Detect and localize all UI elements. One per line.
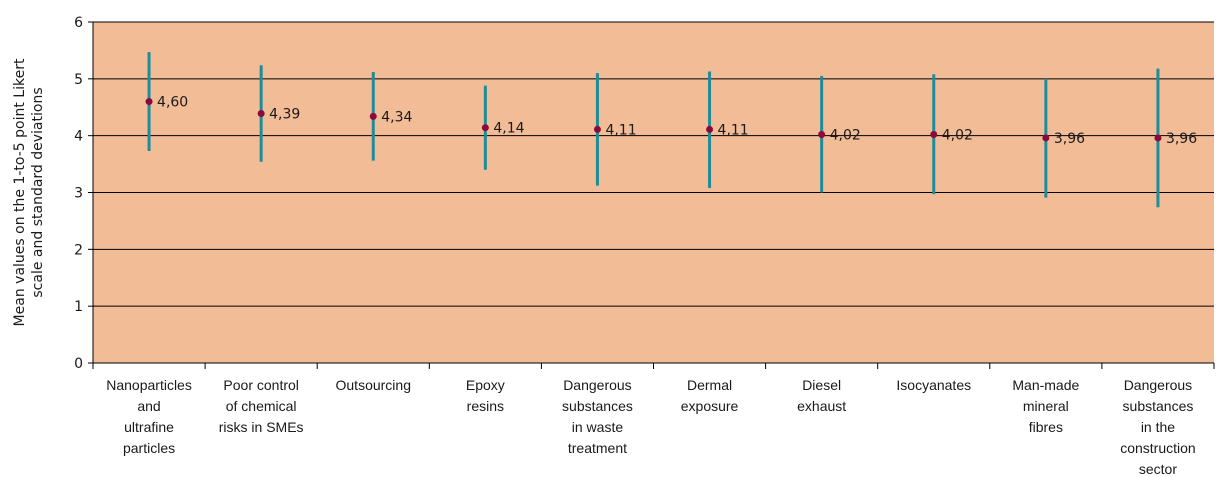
- data-label: 4,02: [942, 128, 973, 144]
- x-category-label-line: Outsourcing: [336, 377, 411, 393]
- x-category-label-line: Isocyanates: [896, 377, 971, 393]
- y-tick-label: 4: [74, 129, 83, 145]
- x-category-label-line: sector: [1139, 461, 1177, 477]
- data-point: [145, 98, 153, 106]
- x-category-label: Epoxy resins: [466, 377, 505, 414]
- x-category-label-line: in the: [1141, 419, 1175, 435]
- y-tick-label: 1: [74, 299, 83, 315]
- x-category-label-line: particles: [123, 440, 175, 456]
- x-category-label-line: resins: [467, 398, 504, 414]
- data-point: [481, 124, 489, 132]
- x-category-label: Dangerous substances in the construction sec…: [1120, 377, 1195, 477]
- data-point: [369, 112, 377, 120]
- x-category-label-line: ultrafine: [124, 419, 174, 435]
- x-category-label: Outsourcing: [336, 377, 411, 393]
- x-category-label-line: Man-made: [1012, 377, 1079, 393]
- y-axis-title-line: scale and standard deviations: [30, 87, 46, 297]
- x-category-label-line: Dangerous: [563, 377, 632, 393]
- x-category-label-line: exhaust: [797, 398, 846, 414]
- x-category-label-line: exposure: [681, 398, 739, 414]
- data-point: [1042, 134, 1050, 142]
- data-label: 4,34: [381, 109, 412, 125]
- x-category-label: Isocyanates: [896, 377, 971, 393]
- data-label: 4,11: [605, 122, 636, 138]
- y-tick-label: 3: [74, 186, 83, 202]
- x-category-label: Poor control of chemical risks in SMEs: [219, 377, 304, 435]
- x-category-label-line: construction: [1120, 440, 1195, 456]
- x-category-label-line: Nanoparticles: [106, 377, 192, 393]
- x-category-label-line: Poor control: [223, 377, 298, 393]
- x-category-label-line: mineral: [1023, 398, 1069, 414]
- x-category-label-line: Diesel: [802, 377, 841, 393]
- data-point: [818, 131, 826, 139]
- x-category-label-line: Dermal: [687, 377, 732, 393]
- x-category-label-line: treatment: [568, 440, 627, 456]
- x-category-label-line: and: [137, 398, 160, 414]
- data-label: 4,02: [830, 128, 861, 144]
- data-label: 4,39: [269, 107, 300, 123]
- data-point: [706, 125, 714, 133]
- y-tick-label: 5: [74, 72, 83, 88]
- x-category-label: Dermal exposure: [681, 377, 739, 414]
- data-point: [930, 131, 938, 139]
- x-category-label-line: in waste: [572, 419, 624, 435]
- x-category-label-line: substances: [1123, 398, 1194, 414]
- y-axis-title: Mean values on the 1-to-5 point Likert sc…: [12, 58, 46, 326]
- y-tick-label: 0: [74, 356, 83, 372]
- y-axis-title-line: Mean values on the 1-to-5 point Likert: [12, 58, 28, 326]
- data-label: 4,60: [157, 95, 188, 111]
- data-point: [257, 110, 265, 118]
- y-tick-label: 6: [74, 15, 83, 31]
- x-category-label-line: risks in SMEs: [219, 419, 304, 435]
- x-category-label-line: fibres: [1029, 419, 1063, 435]
- x-category-label-line: of chemical: [226, 398, 297, 414]
- data-label: 4,11: [718, 122, 749, 138]
- x-category-label-line: Epoxy: [466, 377, 505, 393]
- x-category-label: Diesel exhaust: [797, 377, 846, 414]
- data-label: 4,14: [493, 121, 524, 137]
- data-point: [1154, 134, 1162, 142]
- data-label: 3,96: [1166, 131, 1197, 147]
- x-category-label: Dangerous substances in waste treatment: [562, 377, 633, 456]
- y-tick-label: 2: [74, 242, 83, 258]
- x-category-label-line: substances: [562, 398, 633, 414]
- data-label: 3,96: [1054, 131, 1085, 147]
- x-category-label: Man-made mineral fibres: [1012, 377, 1079, 435]
- x-category-label: Nanoparticles and ultrafine particles: [106, 377, 192, 456]
- x-category-label-line: Dangerous: [1124, 377, 1193, 393]
- data-point: [593, 125, 601, 133]
